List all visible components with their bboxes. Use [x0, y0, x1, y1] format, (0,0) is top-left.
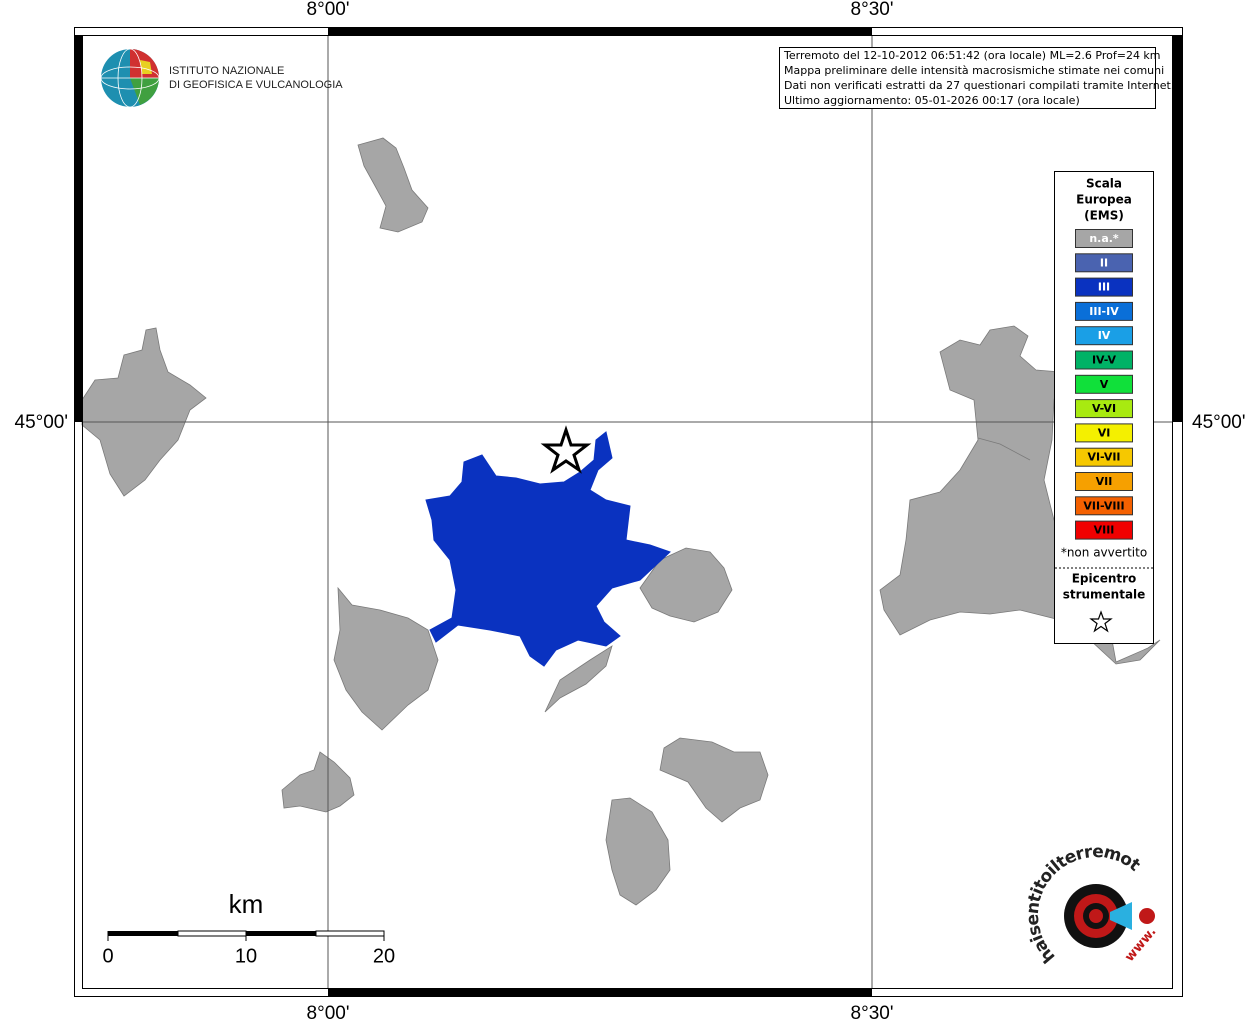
legend-swatch: [1075, 374, 1133, 394]
scale-tick-label: 10: [235, 945, 257, 967]
legend-title: Scala: [1086, 177, 1122, 191]
legend-swatch: [1075, 496, 1133, 516]
legend-label: IV-V: [1092, 354, 1117, 367]
lon-label: 8°30': [851, 0, 894, 20]
municipalities: [81, 137, 1161, 906]
legend-swatch: [1075, 253, 1133, 273]
scale-unit: km: [229, 889, 264, 919]
info-line: Mappa preliminare delle intensità macros…: [784, 64, 1164, 77]
scale-tick-label: 0: [102, 945, 113, 967]
legend-label: VIII: [1094, 524, 1115, 537]
legend-swatch: [1075, 447, 1133, 467]
legend: ScalaEuropea(EMS)n.a.*IIIIIIII-IVIVIV-VV…: [1055, 177, 1153, 633]
legend-title: (EMS): [1084, 209, 1124, 223]
legend-label: II: [1100, 256, 1108, 269]
legend-label: VI-VII: [1087, 451, 1120, 464]
info-line: Dati non verificati estratti da 27 quest…: [784, 79, 1174, 92]
legend-swatch: [1075, 472, 1133, 491]
legend-title: Europea: [1076, 193, 1132, 207]
lon-label: 8°00': [307, 1003, 350, 1024]
legend-label: V-VI: [1092, 402, 1116, 415]
legend-swatch: [1075, 399, 1133, 419]
lat-label: 45°00': [1192, 412, 1246, 433]
legend-label: VII: [1096, 475, 1113, 488]
legend-swatch: [1075, 301, 1133, 321]
graticule: [82, 35, 1172, 988]
ingv-logo: ISTITUTO NAZIONALE DI GEOFISICA E VULCAN…: [100, 48, 343, 108]
legend-star: [1089, 610, 1113, 633]
legend-epicenter: Epicentro: [1072, 572, 1137, 586]
epicenter-star: [540, 425, 592, 474]
info-box: [779, 47, 1156, 109]
legend-swatch: [1075, 520, 1133, 540]
lon-label: 8°00': [307, 0, 350, 20]
scale-tick-label: 20: [373, 945, 395, 967]
legend-swatch: [1075, 277, 1133, 297]
legend-label: VII-VIII: [1083, 499, 1124, 512]
legend-swatch: [1075, 423, 1133, 443]
info-line: Terremoto del 12-10-2012 06:51:42 (ora l…: [783, 49, 1161, 62]
legend-label: III-IV: [1089, 305, 1119, 318]
info-lines: Terremoto del 12-10-2012 06:51:42 (ora l…: [783, 49, 1174, 107]
legend-swatch: [1075, 350, 1133, 370]
legend-label: V: [1100, 378, 1109, 391]
legend-epicenter: strumentale: [1063, 588, 1146, 602]
lon-label: 8°30': [851, 1003, 894, 1024]
felt-area: [425, 431, 671, 667]
info-line: Ultimo aggiornamento: 05-01-2026 00:17 (…: [784, 94, 1080, 107]
legend-label: VI: [1098, 426, 1111, 439]
logo-text: ISTITUTO NAZIONALE: [169, 65, 284, 77]
legend-label: IV: [1098, 329, 1111, 342]
legend-swatch: [1075, 229, 1133, 248]
legend-label: n.a.*: [1089, 232, 1119, 245]
legend-swatch: [1075, 326, 1133, 346]
logo-text: DI GEOFISICA E VULCANOLOGIA: [169, 79, 343, 91]
scale-bar: km 0 10 20: [102, 889, 395, 967]
legend-label: III: [1098, 281, 1110, 294]
lat-label: 45°00': [15, 412, 69, 433]
frame: [74, 27, 1183, 997]
legend-note: *non avvertito: [1061, 546, 1147, 560]
